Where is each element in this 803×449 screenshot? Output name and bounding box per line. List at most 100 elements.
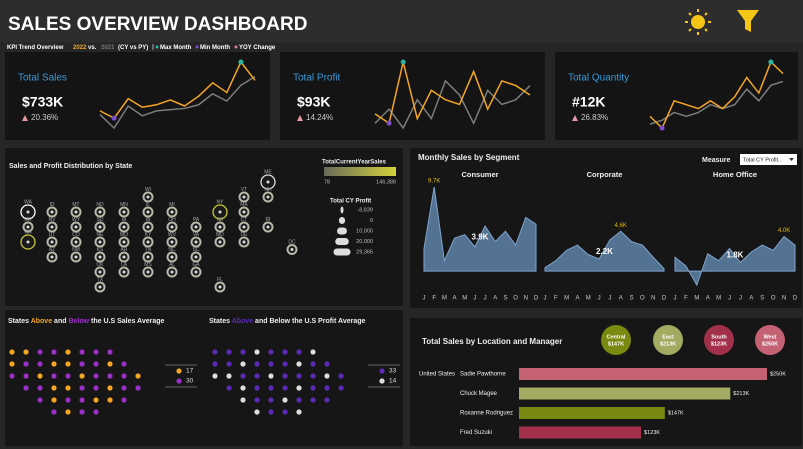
kpi-value: $93K [297,94,330,110]
state-dot [65,409,71,415]
state-dot [65,349,71,355]
month-label: N [524,296,528,302]
month-label: A [493,296,497,302]
state-dot [23,361,29,367]
region-badge [704,325,734,355]
legend-dot [195,45,199,49]
dropdown-arrow[interactable] [789,158,794,161]
state-label: IL [146,202,150,208]
month-label: M [716,296,721,302]
month-label: J [598,296,601,302]
state-dot [65,397,71,403]
state-core [218,210,222,214]
state-core [170,225,174,229]
month-label: J [608,296,611,302]
state-dot [212,349,218,355]
region-value: $213K [660,341,676,347]
kpi-change: 14.24% [306,113,333,122]
state-dot [79,409,85,415]
state-dot [296,373,302,379]
month-label: M [564,296,569,302]
state-label: NV [49,217,57,223]
month-label: O [513,296,518,302]
state-core [26,210,30,214]
state-core [74,210,78,214]
state-dot [37,397,43,403]
trend-line [649,80,784,125]
max-label: 9.7K [428,179,440,185]
state-dot [282,397,288,403]
legend-dot [379,368,385,374]
region-badge [601,325,631,355]
title-part: the U.S Sales Average [89,318,164,325]
legend-count: 30 [186,378,194,385]
month-label: O [771,296,776,302]
state-core [242,195,246,199]
state-label: MT [72,202,79,208]
average-label: 3.9K [472,232,489,241]
state-dot [121,397,127,403]
state-core [170,210,174,214]
dot-map-title: States Above and Below the U.S Profit Av… [209,318,365,325]
state-label: NJ [217,217,224,223]
state-label: ME [264,169,272,175]
state-label: TX [97,277,104,283]
state-label: MS [144,262,152,268]
state-dot [268,385,274,391]
state-core [242,240,246,244]
measure-value[interactable]: Total CY Profit.. [743,157,782,163]
month-label: N [651,296,655,302]
state-label: VT [241,187,247,193]
state-core [218,285,222,289]
state-dot [9,349,15,355]
state-core [194,270,198,274]
theme-icon[interactable] [685,9,711,35]
legend-count: 33 [389,368,397,375]
state-core [122,270,126,274]
month-label: F [554,296,558,302]
region-name: South [711,334,727,340]
month-label: O [640,296,645,302]
measure-select[interactable] [740,154,797,165]
state-label: FL [217,277,223,283]
legend-title: Total CY Profit [330,199,371,205]
state-core [266,180,270,184]
manager-name: Sadie Pawthorne [460,372,506,378]
state-core [26,225,30,229]
title-part: and [52,318,68,325]
title-part: and Below the U.S Profit Average [253,318,365,325]
title-part: Above [31,318,53,325]
size-key [335,238,349,245]
legend-intro: KPI Trend Overview [7,45,64,51]
state-label: KS [97,247,104,253]
month-label: M [462,296,467,302]
filter-icon[interactable] [737,10,759,32]
state-dot [282,385,288,391]
state-core [170,270,174,274]
month-label: A [706,296,710,302]
state-dot [107,361,113,367]
state-label: AR [121,247,128,253]
state-core [50,225,54,229]
state-dot [282,373,288,379]
legend-max: 146,388 [376,179,396,185]
state-label: PA [193,217,200,223]
size-key [337,227,347,235]
state-dot [226,373,232,379]
month-label: A [575,296,579,302]
month-label: M [586,296,591,302]
state-dot [107,385,113,391]
state-core [122,225,126,229]
state-dot [254,409,260,415]
bar-label: $123K [644,430,660,436]
trend-line [99,76,256,130]
state-dot [240,349,246,355]
state-dot [240,385,246,391]
state-core [98,270,102,274]
area [544,230,665,272]
state-dot [324,385,330,391]
legend-vs: vs. [88,45,97,51]
month-label: D [793,296,798,302]
state-label: AL [169,262,175,268]
state-label: RI [266,217,271,223]
